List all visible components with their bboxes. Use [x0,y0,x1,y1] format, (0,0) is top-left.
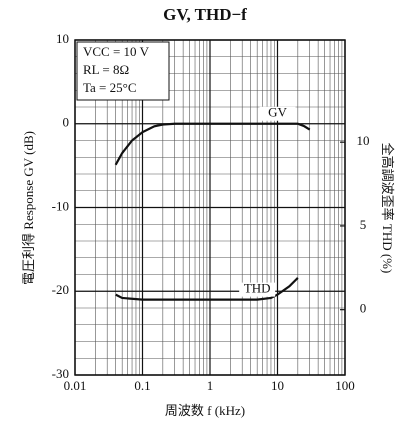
x-tick-label: 0.1 [134,378,150,393]
y2-tick-label: 5 [360,217,367,232]
x-tick-label: 100 [335,378,355,393]
y2-axis-label: 全高調波歪率 THD (%) [380,143,395,274]
series-label-bg [259,106,296,121]
y-tick-label: -10 [52,198,69,213]
annotation: VCC = 10 V [83,44,150,59]
annotation: Ta = 25°C [83,80,137,95]
series-label: GV [268,105,287,120]
annotation-box [76,41,170,101]
series-line [114,122,311,166]
plot-frame [74,39,346,376]
annotation: RL = 8Ω [83,62,129,77]
y-tick-label: 0 [63,115,70,130]
y2-tick-label: 0 [360,301,367,316]
series-line [115,277,299,301]
x-tick-label: 1 [207,378,214,393]
y-tick-label: 10 [56,31,69,46]
chart-title: GV, THD−f [163,5,247,24]
y2-tick-label: 10 [357,133,370,148]
series-label: THD [244,281,271,296]
x-tick-label: 10 [271,378,284,393]
y-axis-label: 電圧利得 Response GV (dB) [21,131,36,285]
y-tick-label: -30 [52,366,69,381]
x-axis-label: 周波数 f (kHz) [165,403,245,418]
x-tick-label: 0.01 [64,378,87,393]
series-label-bg [239,282,276,297]
y-tick-label: -20 [52,282,69,297]
